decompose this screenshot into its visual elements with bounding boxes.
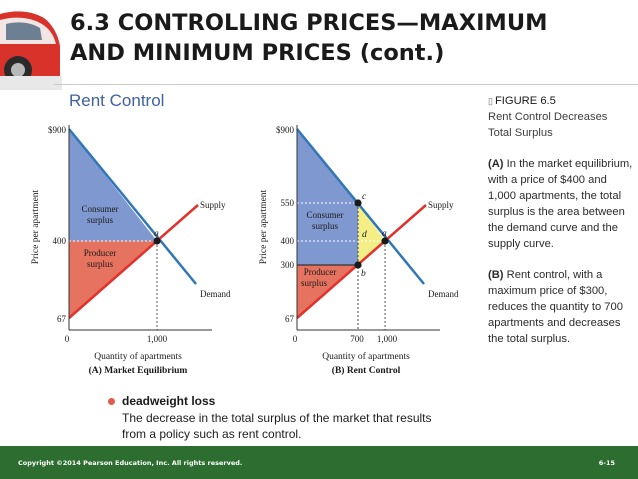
graph-b-demand-label: Demand (428, 289, 459, 299)
graph-b-x-axis-title: Quantity of apartments (322, 351, 410, 362)
caption-b-text: Rent control, with a maximum price of $3… (488, 269, 623, 345)
figure-marker-icon: ▯ (488, 96, 493, 106)
slide-title: 6.3 CONTROLLING PRICES—MAXIMUM AND MINIM… (70, 8, 630, 68)
title-divider (54, 84, 638, 85)
graph-b-point-b-label: b (361, 269, 366, 279)
slide-title-line-1: 6.3 CONTROLLING PRICES—MAXIMUM (70, 10, 548, 36)
graph-a-equilibrium-point (153, 237, 161, 245)
figure-caption-title: Rent Control Decreases Total Surplus (488, 111, 608, 139)
graph-b-demand-line (296, 128, 425, 285)
footer-copyright: Copyright ©2014 Pearson Education, Inc. … (18, 459, 243, 467)
graph-a-supply-line (68, 204, 199, 319)
graph-a-caption: (A) Market Equilibrium (89, 365, 188, 376)
figure-graphs: a $900 400 67 0 1,000 Price per apartmen… (20, 115, 482, 385)
caption-a-text: In the market equilibrium, with a price … (488, 158, 633, 250)
graph-b-y-axis-title: Price per apartment (259, 189, 269, 264)
graph-b-x-tick-1000: 1,000 (377, 334, 398, 344)
definition-term: deadweight loss (122, 394, 216, 408)
graph-a-demand-label: Demand (200, 289, 231, 299)
graph-a-supply-label: Supply (200, 200, 226, 210)
graph-a-x-axis-title: Quantity of apartments (94, 351, 182, 362)
graph-b: c a b d $900 550 400 300 67 0 700 1,000 … (259, 125, 459, 376)
graph-b-x-tick-700: 700 (350, 334, 364, 344)
graph-b-x-tick-0: 0 (293, 334, 298, 344)
definition-text: The decrease in the total surplus of the… (122, 410, 432, 442)
graph-b-consumer-label-1: Consumer (307, 210, 344, 220)
graph-b-point-c-label: c (362, 192, 367, 202)
figure-caption-panel: ▯ FIGURE 6.5 Rent Control Decreases Total… (488, 93, 633, 347)
graph-b-point-d-label: d (362, 230, 367, 240)
graph-a-y-tick-67: 67 (57, 314, 67, 324)
caption-a-tag: (A) (488, 158, 504, 170)
graph-a-y-tick-400: 400 (53, 236, 67, 246)
definition-block: deadweight loss The decrease in the tota… (108, 393, 452, 443)
graph-a-demand-line (68, 128, 197, 285)
graph-a-consumer-label-2: surplus (87, 215, 114, 225)
graph-a-producer-label-1: Producer (84, 248, 117, 258)
figure-caption-a: (A) In the market equilibrium, with a pr… (488, 156, 633, 252)
graph-b-y-tick-550: 550 (281, 198, 295, 208)
graph-a: a $900 400 67 0 1,000 Price per apartmen… (31, 125, 231, 376)
graph-a-y-axis-title: Price per apartment (31, 189, 41, 264)
section-title: Rent Control (69, 91, 165, 110)
graph-b-point-a (381, 237, 389, 245)
graph-b-caption: (B) Rent Control (332, 365, 401, 376)
graph-b-producer-label-2: surplus (301, 278, 328, 288)
graph-b-supply-line (296, 204, 427, 319)
graph-b-point-a-label: a (382, 229, 387, 239)
figure-caption-b: (B) Rent control, with a maximum price o… (488, 267, 633, 347)
graph-a-producer-label-2: surplus (87, 259, 114, 269)
graph-b-supply-label: Supply (428, 200, 454, 210)
figure-number: ▯ FIGURE 6.5 (488, 93, 633, 109)
graph-a-consumer-label-1: Consumer (82, 204, 119, 214)
graph-b-point-b (354, 261, 362, 269)
graph-a-x-tick-1000: 1,000 (147, 334, 168, 344)
footer-page-number: 6-15 (598, 459, 615, 467)
graph-a-point-a-label: a (154, 229, 159, 239)
caption-b-tag: (B) (488, 269, 504, 281)
car-corner-graphic (0, 0, 62, 90)
graph-b-y-tick-300: 300 (281, 260, 295, 270)
graph-b-consumer-label-2: surplus (312, 221, 339, 231)
graph-b-deadweight-loss-area (358, 203, 385, 265)
footer-bar: Copyright ©2014 Pearson Education, Inc. … (0, 446, 638, 479)
graph-b-y-tick-900: $900 (276, 125, 295, 135)
figure-number-text: FIGURE 6.5 (494, 95, 556, 107)
graph-b-y-tick-400: 400 (281, 236, 295, 246)
graph-b-point-c (354, 199, 362, 207)
graph-a-y-tick-900: $900 (48, 125, 67, 135)
graph-a-x-tick-0: 0 (65, 334, 70, 344)
graph-b-producer-label-1: Producer (304, 267, 337, 277)
slide-title-line-2: AND MINIMUM PRICES (cont.) (70, 40, 445, 66)
graph-b-consumer-surplus-area (297, 129, 358, 265)
bullet-dot-icon (108, 398, 115, 405)
graph-b-y-tick-67: 67 (285, 314, 295, 324)
